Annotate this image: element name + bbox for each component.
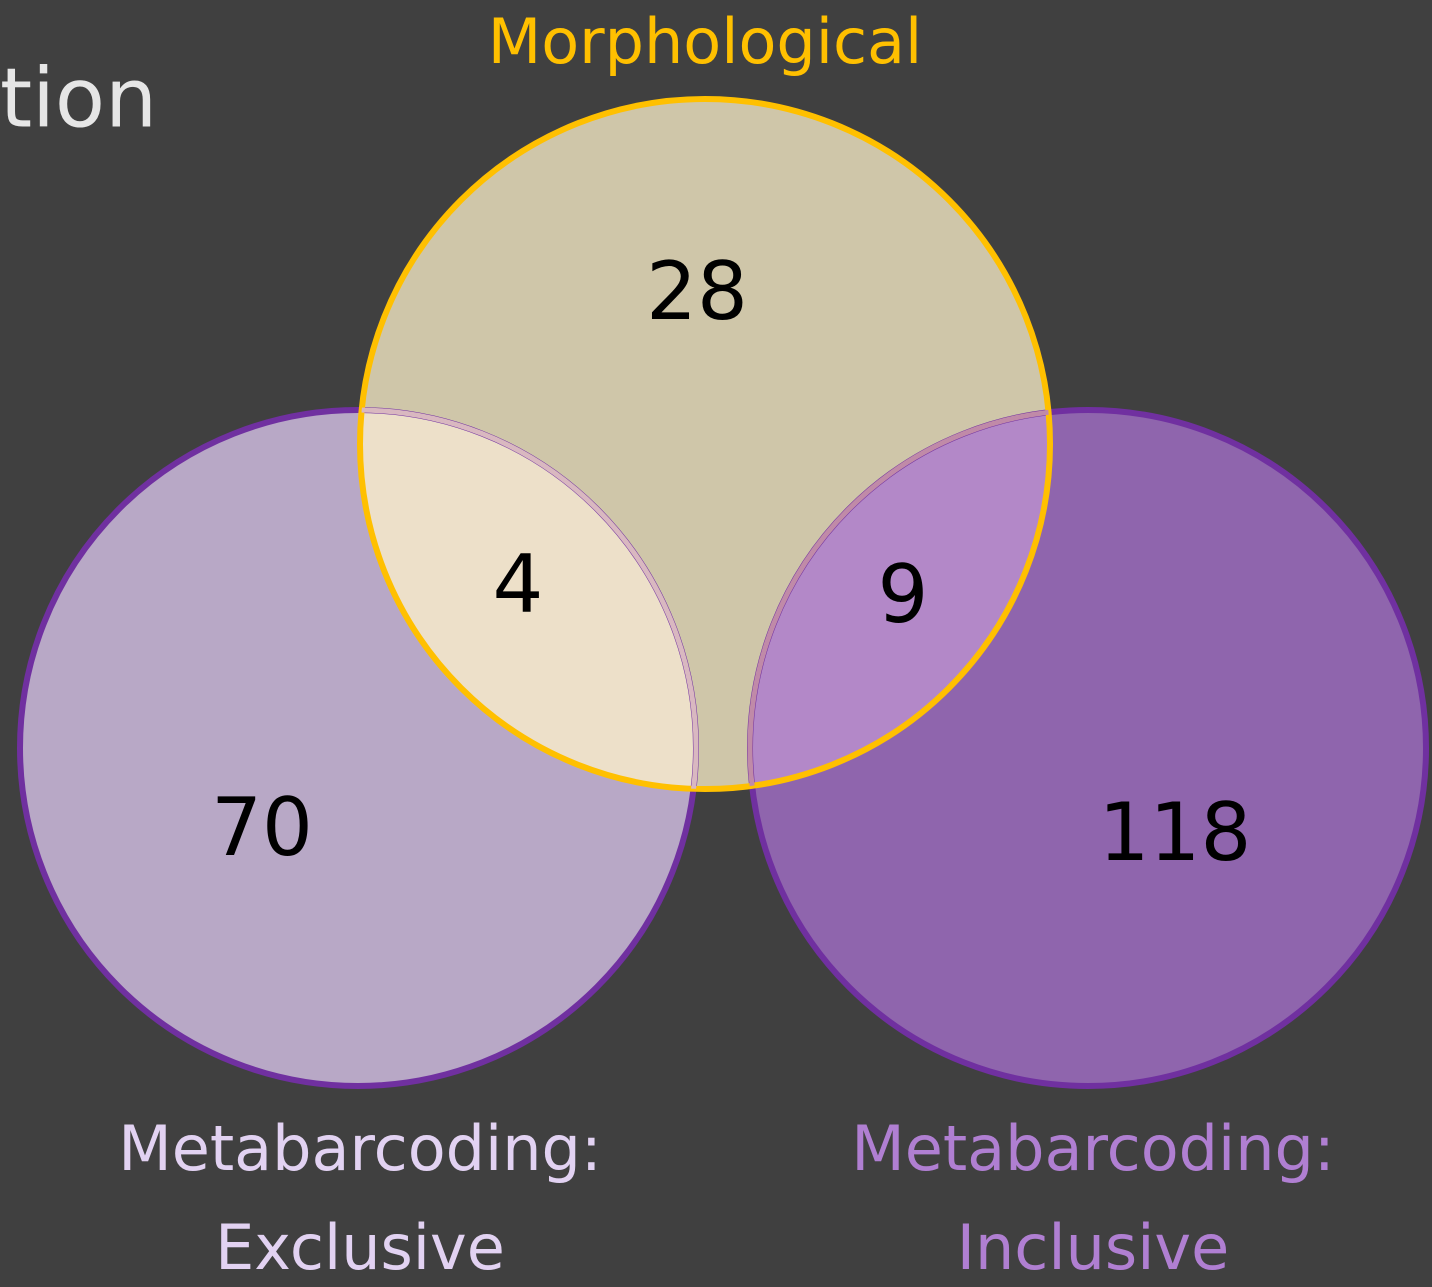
region-count: 9 [878, 548, 929, 641]
set-label: Metabarcoding: [851, 1112, 1335, 1185]
inclusive-inner-outline [747, 407, 1050, 789]
exclusive-inner-outline [360, 407, 699, 789]
set-label: Metabarcoding: [118, 1112, 602, 1185]
set-label: Morphological [488, 5, 923, 78]
set-label: Inclusive [957, 1211, 1230, 1284]
region-count: 4 [493, 538, 544, 631]
region-count: 118 [1099, 786, 1252, 879]
title-fragment: tion [0, 51, 157, 146]
set-label: Exclusive [215, 1211, 505, 1284]
overlap-morph-exclusive [360, 410, 696, 789]
morphological-outline [357, 96, 1053, 792]
region-count: 70 [211, 781, 313, 874]
region-count: 28 [646, 245, 748, 338]
overlap-morph-inclusive [750, 410, 1050, 789]
